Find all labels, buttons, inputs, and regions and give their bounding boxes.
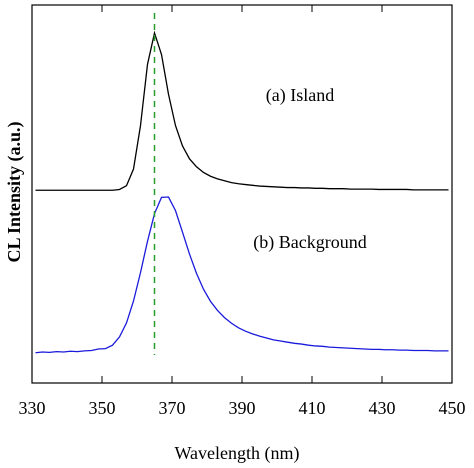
line-series [35,30,449,191]
x-tick-label: 390 [229,398,256,418]
x-tick-label: 350 [89,398,116,418]
x-tick-label: 450 [439,398,466,418]
line-series [35,196,449,354]
series-label: (a) Island [266,85,334,106]
plot-frame [31,4,453,384]
x-tick-label: 410 [299,398,326,418]
series-label: (b) Background [253,232,366,253]
y-axis-label: CL Intensity (a.u.) [4,121,25,262]
x-tick-label: 430 [369,398,396,418]
x-tick-label: 370 [159,398,186,418]
x-tick-label: 330 [19,398,46,418]
x-axis-label: Wavelength (nm) [174,443,299,464]
